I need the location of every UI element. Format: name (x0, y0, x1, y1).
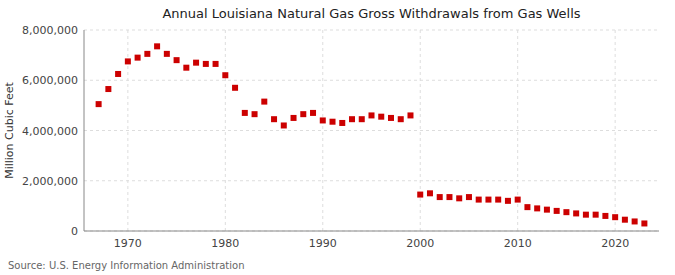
point (515, 197, 521, 203)
point (320, 117, 326, 123)
point (261, 99, 267, 105)
x-axis (84, 231, 659, 232)
y-tick-label: 2,000,000 (22, 175, 78, 188)
point (310, 110, 316, 116)
point (573, 210, 579, 216)
point (359, 116, 365, 122)
point (622, 217, 628, 223)
grid-line (84, 30, 659, 31)
point (135, 55, 141, 61)
point (232, 85, 238, 91)
point (125, 58, 131, 64)
grid (84, 30, 659, 231)
y-tick-label: 0 (71, 225, 78, 238)
point (213, 61, 219, 67)
point (164, 51, 170, 57)
point (583, 212, 589, 218)
point (534, 205, 540, 211)
point (612, 214, 618, 220)
point (446, 194, 452, 200)
point (222, 72, 228, 78)
point (437, 194, 443, 200)
grid-line (225, 30, 226, 231)
y-tick-label: 6,000,000 (22, 74, 78, 87)
point (407, 112, 413, 118)
point (183, 65, 189, 71)
chart: Annual Louisiana Natural Gas Gross Withd… (0, 0, 675, 275)
x-tick-label: 2020 (601, 237, 629, 250)
point (271, 116, 277, 122)
points (96, 43, 648, 226)
point (632, 218, 638, 224)
point (544, 207, 550, 213)
x-tick-label: 1990 (309, 237, 337, 250)
point (495, 197, 501, 203)
point (417, 192, 423, 198)
point (115, 71, 121, 77)
point (554, 208, 560, 214)
point (154, 43, 160, 49)
grid-line (84, 130, 659, 131)
x-tick-label: 2000 (406, 237, 434, 250)
title: Annual Louisiana Natural Gas Gross Withd… (162, 6, 580, 21)
point (456, 195, 462, 201)
point (281, 122, 287, 128)
point (203, 61, 209, 67)
point (466, 194, 472, 200)
point (602, 213, 608, 219)
grid-line (84, 180, 659, 181)
grid-line (615, 30, 616, 231)
x-tick-label: 1980 (211, 237, 239, 250)
y-axis-label: Million Cubic Feet (3, 81, 16, 178)
point (330, 119, 336, 125)
point (593, 212, 599, 218)
y-tick-label: 8,000,000 (22, 24, 78, 37)
grid-line (420, 30, 421, 231)
point (96, 101, 102, 107)
x-tick-label: 2010 (504, 237, 532, 250)
grid-line (84, 80, 659, 81)
y-axis (84, 30, 85, 231)
x-tick-label: 1970 (114, 237, 142, 250)
point (388, 115, 394, 121)
point (563, 209, 569, 215)
point (300, 111, 306, 117)
point (476, 197, 482, 203)
point (349, 116, 355, 122)
point (427, 190, 433, 196)
point (144, 51, 150, 57)
point (398, 116, 404, 122)
point (378, 114, 384, 120)
point (291, 115, 297, 121)
point (524, 204, 530, 210)
point (105, 86, 111, 92)
point (339, 120, 345, 126)
y-tick-label: 4,000,000 (22, 125, 78, 138)
point (369, 112, 375, 118)
point (193, 60, 199, 66)
grid-line (322, 30, 323, 231)
point (252, 111, 258, 117)
source: Source: U.S. Energy Information Administ… (8, 260, 245, 271)
point (505, 198, 511, 204)
point (242, 110, 248, 116)
grid-line (84, 231, 659, 232)
point (485, 197, 491, 203)
point (174, 57, 180, 63)
point (641, 220, 647, 226)
